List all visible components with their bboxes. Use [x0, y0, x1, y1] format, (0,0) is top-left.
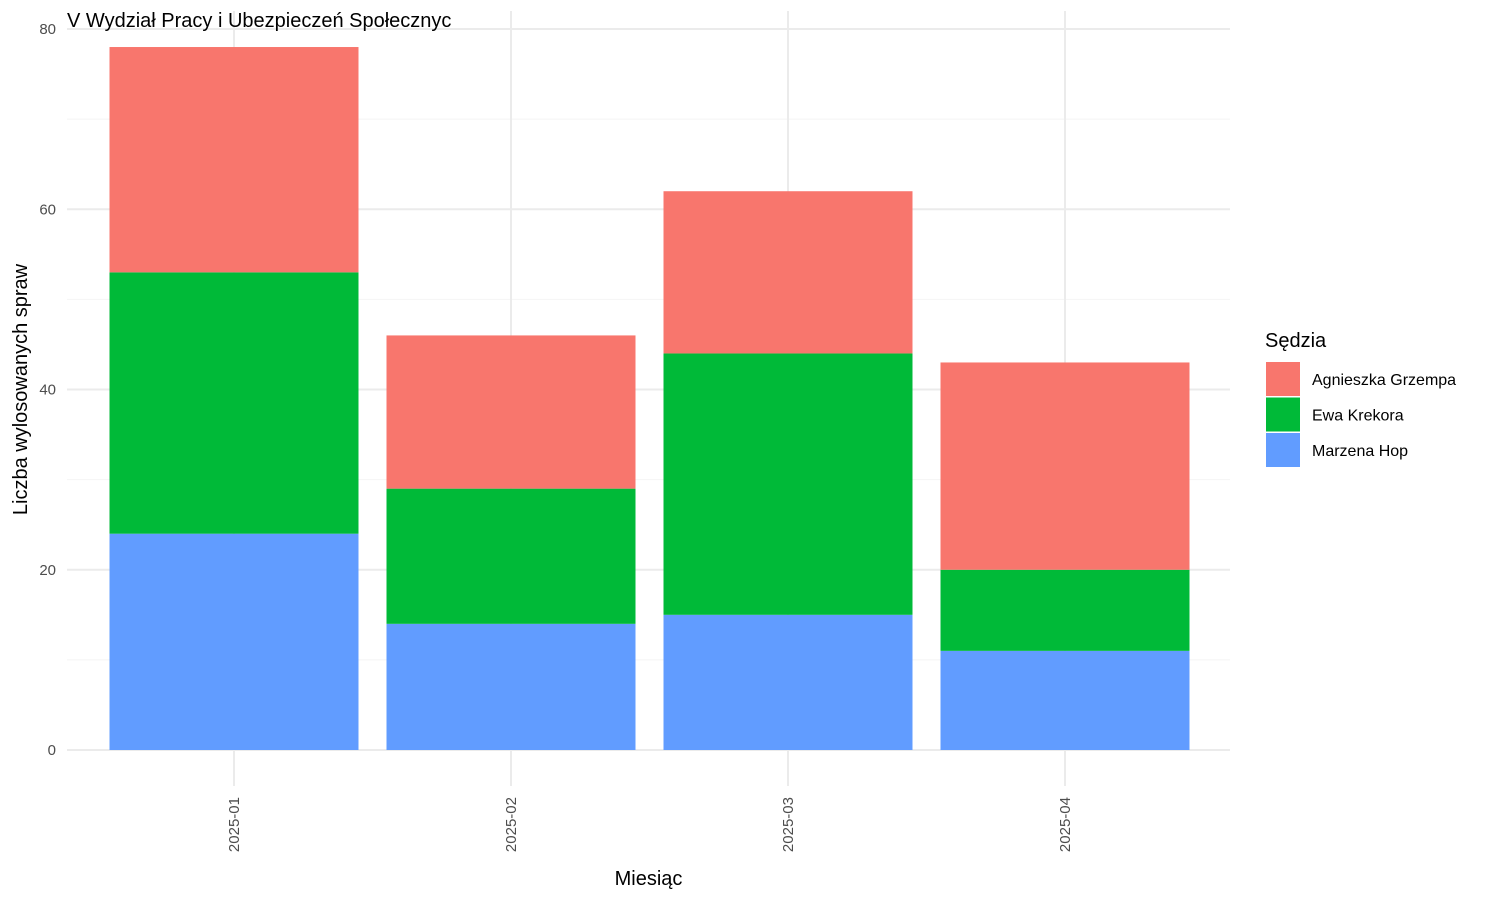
bar-segment-agnieszka-grzempa-2025-01	[109, 47, 359, 273]
bar-segment-marzena-hop-2025-03	[663, 614, 913, 750]
y-tick-label: 40	[39, 382, 56, 399]
bars	[109, 47, 1190, 750]
x-axis-title: Miesiąc	[615, 868, 683, 890]
x-tick-label: 2025-04	[1057, 797, 1074, 852]
bar-segment-agnieszka-grzempa-2025-04	[940, 362, 1190, 570]
bar-segment-agnieszka-grzempa-2025-03	[663, 191, 913, 354]
y-tick-label: 80	[39, 21, 56, 38]
y-axis-ticks: 0 20 40 60 80	[39, 21, 56, 759]
legend-label: Marzena Hop	[1312, 443, 1408, 460]
y-tick-label: 0	[48, 742, 56, 759]
chart-title: V Wydział Pracy i Ubezpieczeń Społecznyc	[67, 10, 451, 32]
legend-key-ewa-krekora	[1266, 397, 1300, 432]
bar-segment-marzena-hop-2025-04	[940, 650, 1190, 750]
x-tick-label: 2025-03	[780, 797, 797, 852]
legend-title: Sędzia	[1265, 330, 1327, 352]
y-axis-title: Liczba wylosowanych spraw	[10, 263, 32, 515]
bar-segment-agnieszka-grzempa-2025-02	[386, 335, 636, 489]
x-tick-label: 2025-01	[226, 797, 243, 852]
x-axis-ticks: 2025-01 2025-02 2025-03 2025-04	[226, 797, 1074, 852]
y-tick-label: 60	[39, 201, 56, 218]
bar-segment-ewa-krekora-2025-02	[386, 488, 636, 624]
legend-key-marzena-hop	[1266, 433, 1300, 467]
legend-label: Ewa Krekora	[1312, 408, 1404, 425]
bar-segment-ewa-krekora-2025-04	[940, 569, 1190, 651]
bar-segment-ewa-krekora-2025-01	[109, 272, 359, 534]
legend-label: Agnieszka Grzempa	[1312, 372, 1456, 389]
bar-segment-marzena-hop-2025-01	[109, 533, 359, 750]
bar-segment-ewa-krekora-2025-03	[663, 353, 913, 615]
bar-segment-marzena-hop-2025-02	[386, 623, 636, 750]
y-tick-label: 20	[39, 562, 56, 579]
legend-key-agnieszka-grzempa	[1266, 362, 1300, 396]
x-tick-label: 2025-02	[503, 797, 520, 852]
legend: Sędzia Agnieszka Grzempa Ewa Krekora Marze…	[1265, 330, 1456, 467]
